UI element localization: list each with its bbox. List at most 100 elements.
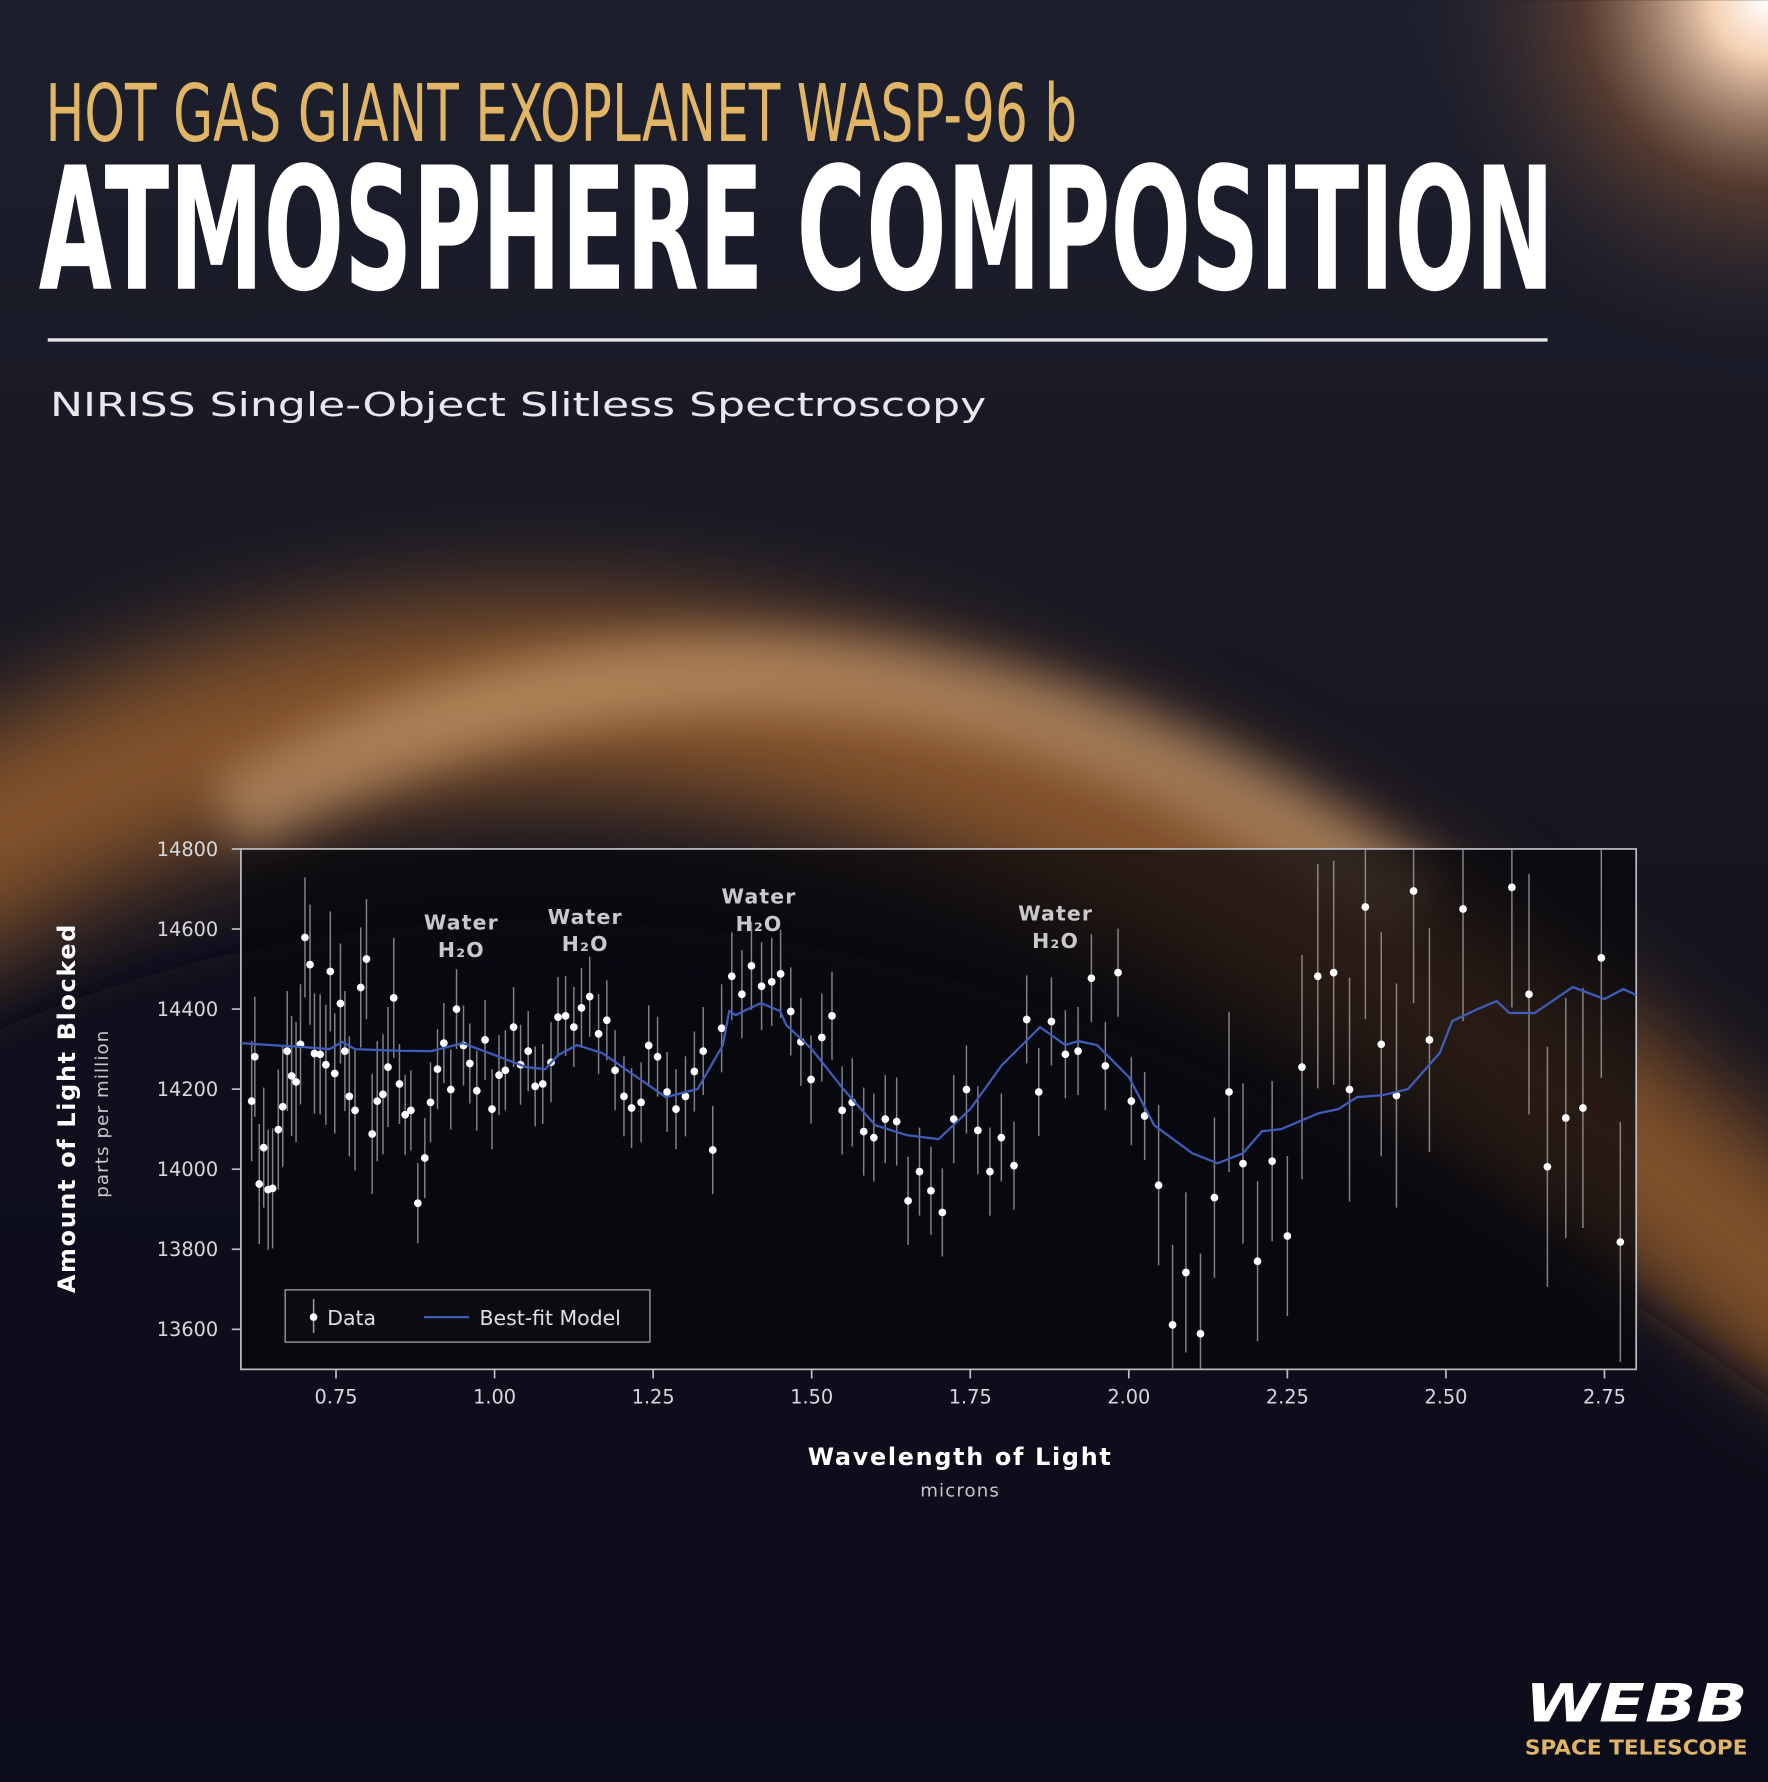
y-tick-label: 14800 [157,838,218,861]
data-point [278,1102,287,1111]
data-point [330,1069,339,1078]
annotation-formula: H₂O [438,938,485,962]
data-point [663,1088,671,1096]
y-tick-label: 14000 [157,1158,218,1181]
x-tick-label: 2.50 [1424,1385,1467,1408]
data-point [362,955,371,963]
data-point [1409,887,1418,895]
data-point [554,1013,562,1021]
data-point [384,1063,392,1071]
data-point [747,961,756,970]
data-point [986,1167,994,1176]
plot-area [240,848,1637,1370]
data-point [1425,1036,1434,1044]
data-point [561,1012,570,1020]
data-point [1543,1162,1552,1171]
y-axis-label: Amount of Light Blocked [53,923,81,1293]
data-point [389,994,398,1002]
data-point [306,960,314,969]
plot-marks [240,848,1637,1370]
data-point [1182,1268,1190,1277]
data-point [1253,1257,1262,1266]
data-point [1459,905,1467,913]
data-point [433,1065,442,1073]
y-tick-label: 13800 [157,1238,218,1261]
data-point [531,1082,540,1091]
data-point [1127,1097,1136,1106]
annotation-formula: H₂O [736,912,783,936]
data-point [255,1180,264,1188]
data-point [351,1106,359,1115]
data-point [524,1047,533,1055]
data-point [465,1059,474,1068]
data-point [287,1072,296,1080]
data-point [341,1047,349,1055]
data-point [452,1005,461,1013]
x-axis-label: Wavelength of Light [808,1443,1113,1471]
x-tick-label: 1.00 [473,1385,516,1408]
data-point [488,1105,496,1114]
data-point [283,1047,292,1055]
data-point [1616,1238,1625,1246]
x-tick-label: 2.00 [1107,1385,1150,1408]
data-point [259,1143,268,1152]
data-point [717,1024,726,1033]
data-point [1034,1088,1043,1096]
data-point [915,1167,924,1176]
data-point [1168,1321,1177,1329]
data-point [627,1104,636,1112]
data-point [611,1066,619,1075]
data-point [1022,1015,1031,1024]
data-point [379,1090,387,1099]
data-point [708,1146,717,1154]
data-point [973,1126,982,1135]
plot-frame [240,848,1638,1371]
data-point [904,1196,912,1205]
data-point [501,1066,510,1075]
data-point [577,1004,586,1012]
data-point [1283,1232,1292,1240]
annotation-label: Water [722,884,797,908]
data-point [268,1184,277,1193]
data-point [1345,1085,1354,1094]
data-point [644,1041,653,1050]
x-tick-label: 1.50 [790,1385,833,1408]
y-tick-label: 14200 [157,1078,218,1101]
data-point [859,1127,868,1136]
data-point [250,1052,259,1061]
y-tick-label: 13600 [157,1318,218,1341]
data-point [1074,1047,1082,1055]
data-point [1140,1112,1149,1120]
data-point [495,1071,503,1079]
data-point [1210,1193,1219,1202]
data-point [1047,1017,1056,1026]
data-point [1061,1050,1070,1059]
y-tick-label: 14400 [157,998,218,1021]
data-point [322,1060,330,1069]
star-glow [1022,0,1768,751]
data-point [738,990,746,999]
data-point [1298,1063,1306,1071]
data-point [569,1023,578,1031]
data-point [585,992,594,1001]
data-point [368,1130,377,1138]
data-point [727,972,736,981]
data-point [1087,974,1096,983]
x-tick-label: 2.75 [1583,1385,1626,1408]
data-point [356,983,365,992]
data-point [301,933,309,942]
data-point [1329,968,1338,977]
data-point [699,1047,708,1055]
data-point [828,1012,836,1020]
data-point [620,1092,628,1101]
data-point [786,1007,795,1016]
x-tick-label: 0.75 [315,1385,358,1408]
data-point [602,1016,611,1025]
data-point [776,969,785,978]
data-point [1239,1159,1247,1168]
data-point [1225,1088,1233,1096]
data-point [653,1052,662,1061]
logo-name: WEBB [1525,1674,1748,1735]
logo-tagline: SPACE TELESCOPE [1525,1736,1748,1760]
